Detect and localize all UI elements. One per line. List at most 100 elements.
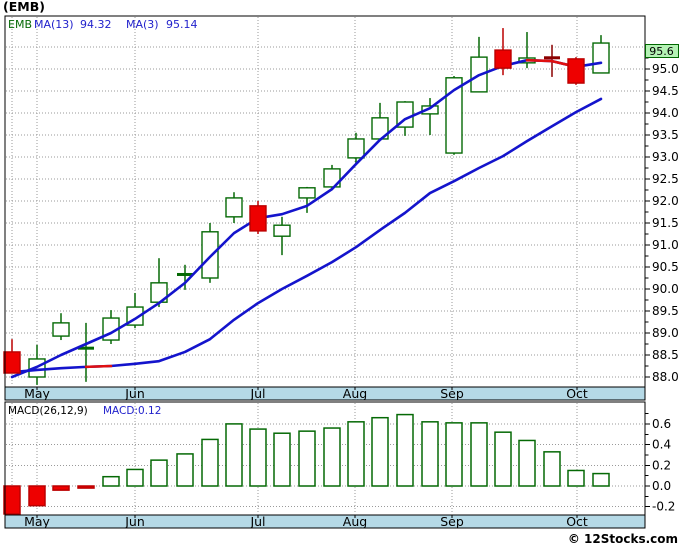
candle — [249, 201, 267, 234]
price-axis-label: 89.0 — [652, 326, 679, 340]
candle — [3, 339, 21, 374]
price-axis-label: 88.5 — [652, 348, 679, 362]
last-price-box — [645, 44, 679, 58]
candle — [470, 36, 488, 93]
candle-body — [592, 42, 610, 74]
candle-body — [201, 231, 219, 279]
macd-bar — [592, 472, 610, 487]
macd-bar — [543, 451, 561, 487]
macd-bar — [150, 459, 168, 487]
price-axis-label: 92.5 — [652, 172, 679, 186]
moving-average-layer — [10, 58, 603, 379]
last-price-value: 95.6 — [649, 45, 674, 58]
price-axis-label: 88.0 — [652, 370, 679, 384]
macd-axis-label: -0.2 — [652, 500, 675, 514]
price-axis-label: 94.0 — [652, 106, 679, 120]
candle — [225, 192, 243, 223]
copyright-text: © 12Stocks.com — [568, 532, 678, 546]
candle-doji-body — [78, 346, 94, 350]
macd-bar — [28, 485, 46, 507]
candle — [78, 322, 94, 382]
candle-doji-body — [544, 56, 560, 60]
candle-body — [323, 168, 341, 188]
candle-body — [421, 105, 439, 115]
macd-bar — [77, 485, 95, 489]
candle — [273, 216, 291, 256]
month-label: Sep — [440, 514, 464, 529]
price-axis-label: 89.5 — [652, 304, 679, 318]
candle-body — [494, 49, 512, 69]
candle-body — [347, 138, 365, 159]
macd-bar — [225, 423, 243, 487]
macd-bar — [52, 485, 70, 491]
macd-axis-label: 0.0 — [652, 479, 671, 493]
month-label: May — [24, 386, 50, 401]
macd-bar — [518, 439, 536, 487]
candle — [102, 310, 120, 344]
macd-bar — [201, 438, 219, 487]
month-label: Jun — [124, 386, 145, 401]
macd-bar — [298, 430, 316, 487]
macd-axis-label: 0.2 — [652, 458, 671, 472]
macd-bar — [421, 421, 439, 487]
candle-body — [3, 351, 21, 374]
macd-bar — [567, 469, 585, 487]
macd-panel-frame — [4, 401, 646, 516]
candle — [567, 57, 585, 85]
macd-bar — [323, 427, 341, 487]
price-axis-label: 94.5 — [652, 84, 679, 98]
price-axis-label: 90.0 — [652, 282, 679, 296]
candle-body — [567, 58, 585, 84]
candle — [445, 76, 463, 155]
candle — [52, 313, 70, 341]
month-band — [4, 514, 646, 529]
month-band — [4, 386, 646, 401]
candles-layer — [28, 32, 610, 385]
candle — [494, 28, 512, 76]
macd-bars-layer — [3, 413, 610, 515]
candle-body — [298, 187, 316, 199]
candle — [592, 35, 610, 74]
macd-bar — [176, 453, 194, 487]
candle-body — [52, 322, 70, 337]
month-label: Jul — [249, 386, 265, 401]
macd-bar — [3, 485, 21, 515]
macd-bar — [102, 475, 120, 487]
symbol-title: (EMB) — [3, 0, 45, 14]
candle — [201, 223, 219, 283]
legend-ma13-label: MA(13) — [34, 18, 74, 31]
price-axis-label: 95.0 — [652, 62, 679, 76]
month-label: Jun — [124, 514, 145, 529]
ma13-falling-segment — [84, 364, 113, 369]
month-bands-layer — [4, 386, 646, 529]
macd-bar — [273, 432, 291, 487]
candle — [323, 164, 341, 190]
macd-bar — [347, 421, 365, 487]
macd-name-label: MACD(26,12,9) — [8, 405, 88, 417]
macd-bar — [371, 416, 389, 487]
macd-bar — [126, 468, 144, 487]
price-axis-label: 90.5 — [652, 260, 679, 274]
price-axis-label: 91.5 — [652, 216, 679, 230]
month-label: Oct — [566, 386, 588, 401]
macd-bar — [494, 431, 512, 487]
price-axis-label: 93.5 — [652, 128, 679, 142]
month-label: Jul — [249, 514, 265, 529]
macd-bar — [396, 413, 414, 487]
price-axis-label: 91.0 — [652, 238, 679, 252]
candle-body — [249, 205, 267, 232]
down-candles-layer — [3, 28, 585, 374]
legend-symbol: EMB — [8, 18, 32, 31]
candle-doji-body — [177, 272, 193, 276]
candle-body — [273, 224, 291, 237]
price-panel-frame — [4, 15, 646, 388]
macd-bar — [249, 428, 267, 487]
candle — [421, 98, 439, 135]
macd-axis-label: 0.4 — [652, 438, 671, 452]
macd-bar — [445, 422, 463, 487]
month-label: May — [24, 514, 50, 529]
legend-ma3-value: 95.14 — [166, 18, 198, 31]
month-label: Aug — [343, 514, 367, 529]
